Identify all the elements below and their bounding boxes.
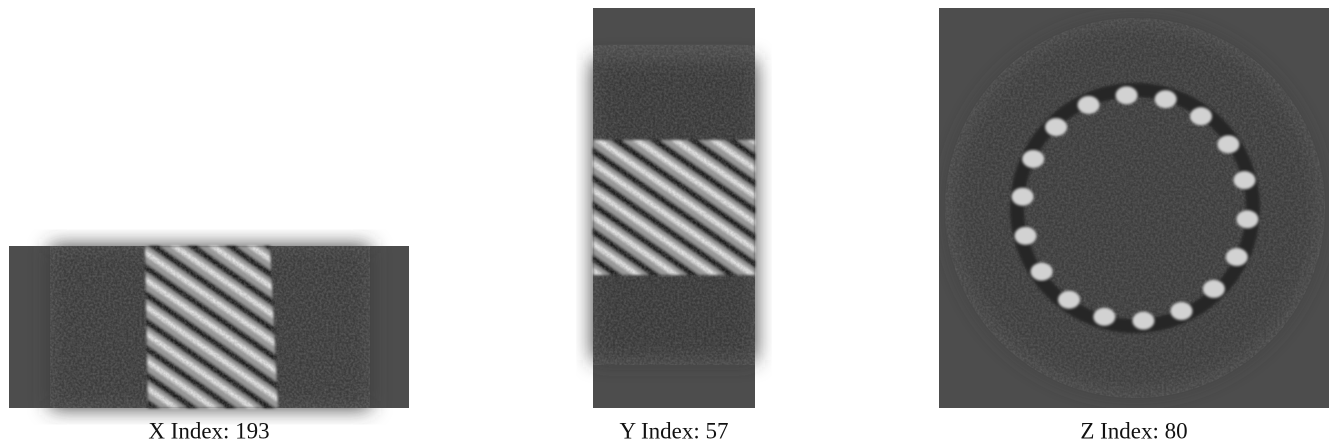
- ring-blob: [1014, 227, 1036, 245]
- slice-z: [939, 8, 1329, 408]
- caption: Z Index: 80: [1080, 418, 1187, 443]
- ring-blob: [1058, 291, 1080, 309]
- ring-blob: [1203, 280, 1225, 298]
- ring-blob: [1217, 135, 1239, 153]
- ring-blob: [1012, 188, 1034, 206]
- page: X Index: 193 Y Index: 57 Z Index: 80 (()…: [0, 0, 1329, 445]
- figure: X Index: 193 Y Index: 57 Z Index: 80: [0, 0, 1329, 445]
- ring-blob: [1078, 96, 1100, 114]
- ring-blob: [1132, 312, 1154, 330]
- caption: Y Index: 57: [619, 418, 728, 443]
- slice-x: [9, 246, 409, 408]
- caption: X Index: 193: [148, 418, 269, 443]
- ring-blob: [1234, 171, 1256, 189]
- ring-blob: [1045, 118, 1067, 136]
- ring-blob: [1155, 90, 1177, 108]
- slice-y: [593, 8, 755, 408]
- ring-blob: [1022, 150, 1044, 168]
- ring-blob: [1236, 210, 1258, 228]
- ring-blob: [1031, 263, 1053, 281]
- ring-blob: [1093, 308, 1115, 326]
- ring-blob: [1190, 107, 1212, 125]
- ring-blob: [1170, 302, 1192, 320]
- ring-blob: [1116, 86, 1138, 104]
- ring-blob: [1226, 248, 1248, 266]
